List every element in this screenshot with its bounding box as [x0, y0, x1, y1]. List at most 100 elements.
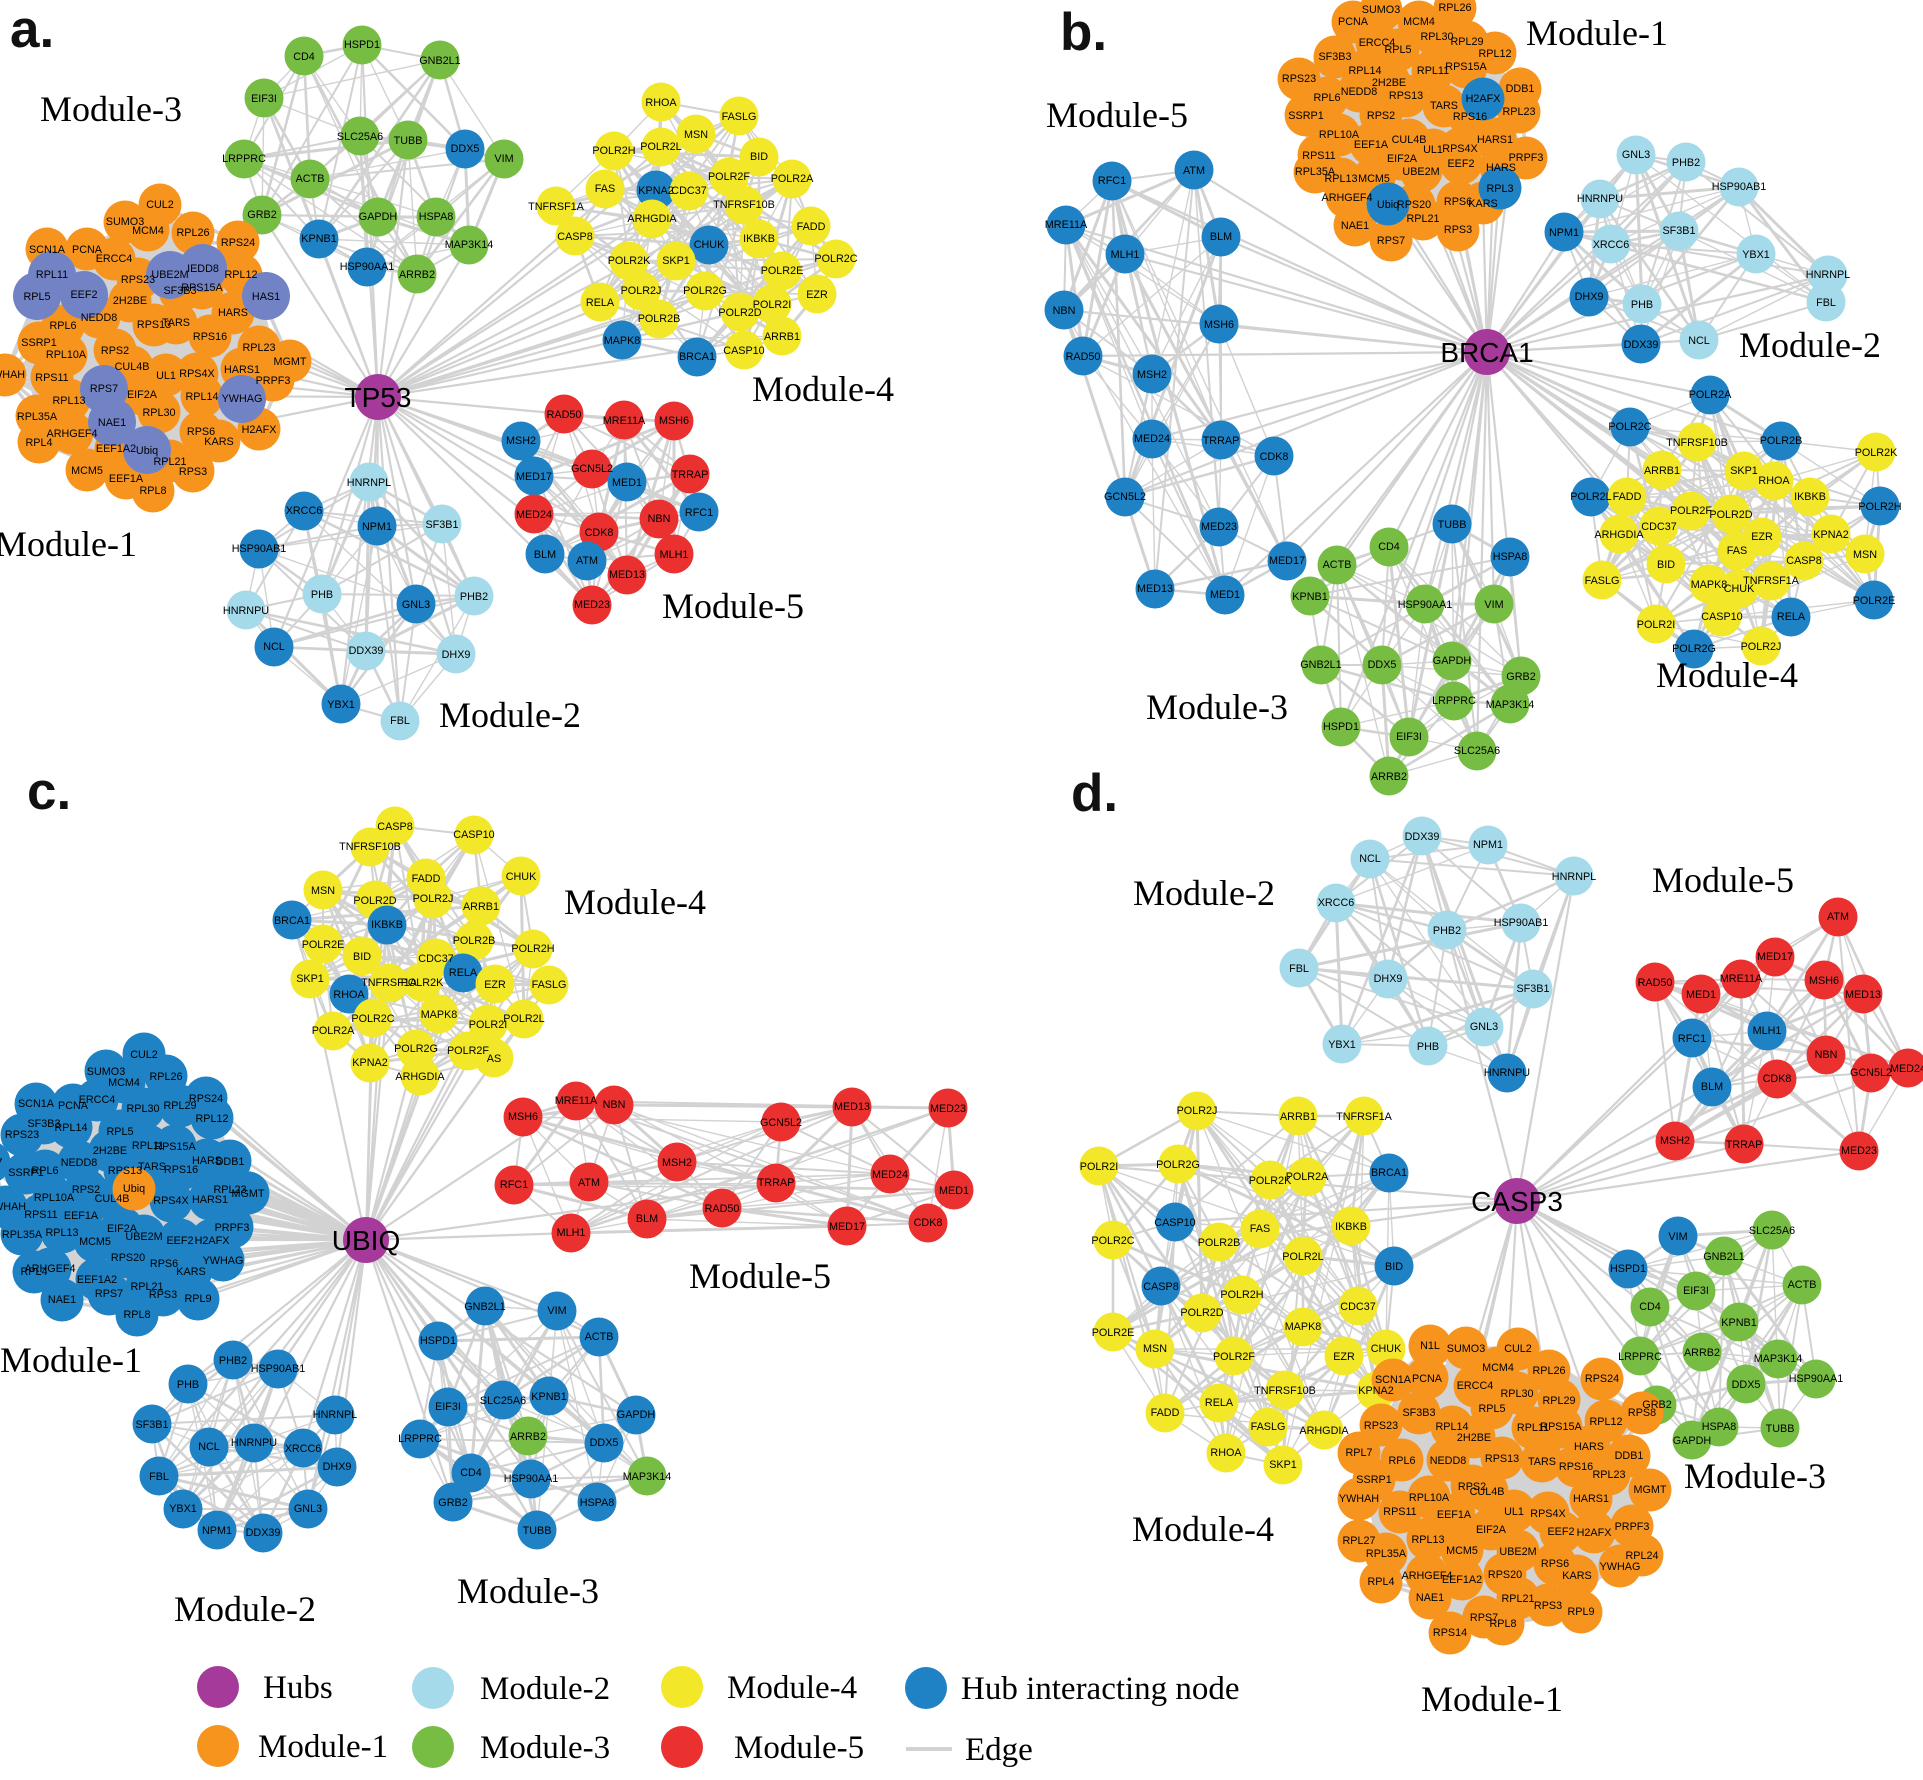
svg-text:CASP10: CASP10: [1701, 611, 1742, 623]
svg-text:SKP1: SKP1: [296, 973, 324, 985]
svg-text:RELA: RELA: [449, 967, 478, 979]
svg-text:d.: d.: [1071, 764, 1118, 823]
svg-text:FASLG: FASLG: [532, 979, 567, 991]
svg-text:MLH1: MLH1: [1111, 249, 1140, 261]
svg-text:RAD50: RAD50: [547, 409, 582, 421]
svg-text:PCNA: PCNA: [58, 1100, 89, 1112]
svg-text:RPL10A: RPL10A: [1319, 129, 1360, 141]
svg-text:POLR2G: POLR2G: [683, 285, 727, 297]
svg-text:RPL5: RPL5: [106, 1126, 133, 1138]
svg-text:RHOA: RHOA: [1758, 475, 1790, 487]
svg-text:RPL12: RPL12: [224, 269, 257, 281]
svg-text:EIF2A: EIF2A: [1476, 1524, 1507, 1536]
svg-text:PCNA: PCNA: [72, 244, 103, 256]
svg-text:YWHAG: YWHAG: [1600, 1561, 1641, 1573]
svg-text:NPM1: NPM1: [202, 1525, 232, 1537]
svg-text:POLR2F: POLR2F: [708, 171, 750, 183]
svg-text:NEDD8: NEDD8: [1430, 1455, 1467, 1467]
svg-text:RPS2: RPS2: [101, 345, 129, 357]
svg-text:POLR2I: POLR2I: [469, 1019, 507, 1031]
svg-text:MCM5: MCM5: [71, 465, 103, 477]
svg-text:EZR: EZR: [484, 979, 506, 991]
svg-text:KPNA2: KPNA2: [638, 185, 673, 197]
svg-text:SF3B1: SF3B1: [1662, 225, 1695, 237]
svg-text:MRE11A: MRE11A: [603, 415, 646, 427]
svg-text:HSPA8: HSPA8: [1702, 1421, 1737, 1433]
svg-text:CASP8: CASP8: [377, 821, 412, 833]
svg-text:MAPK8: MAPK8: [1285, 1321, 1322, 1333]
svg-text:RPS7: RPS7: [95, 1288, 123, 1300]
svg-text:POLR2K: POLR2K: [401, 977, 444, 989]
svg-text:ARHGDIA: ARHGDIA: [1594, 529, 1644, 541]
svg-text:SF3B1: SF3B1: [1516, 983, 1549, 995]
svg-text:BID: BID: [353, 951, 371, 963]
svg-text:RPL10A: RPL10A: [34, 1192, 75, 1204]
svg-text:RPS23: RPS23: [121, 274, 155, 286]
svg-text:RPS4X: RPS4X: [1530, 1508, 1565, 1520]
svg-text:POLR2L: POLR2L: [1282, 1251, 1323, 1263]
svg-text:TNFRSF1A: TNFRSF1A: [1743, 575, 1800, 587]
svg-text:PCNA: PCNA: [1338, 16, 1369, 28]
svg-text:SSRP1: SSRP1: [1288, 110, 1323, 122]
svg-text:FASLG: FASLG: [1585, 575, 1620, 587]
svg-text:RPL12: RPL12: [1589, 1416, 1622, 1428]
svg-text:Ubiq: Ubiq: [123, 1183, 145, 1195]
svg-text:VIM: VIM: [547, 1305, 566, 1317]
svg-text:UBE2M: UBE2M: [1499, 1546, 1536, 1558]
svg-text:SUMO3: SUMO3: [1447, 1343, 1485, 1355]
svg-text:ARRB1: ARRB1: [1644, 465, 1680, 477]
svg-text:RPS4X: RPS4X: [153, 1195, 188, 1207]
svg-text:RPS23: RPS23: [1282, 73, 1316, 85]
svg-text:RPL6: RPL6: [49, 320, 76, 332]
svg-text:EEF2: EEF2: [166, 1235, 193, 1247]
svg-text:Module-3: Module-3: [457, 1571, 599, 1611]
svg-text:CDK8: CDK8: [914, 1217, 943, 1229]
svg-text:N1L: N1L: [1420, 1340, 1440, 1352]
svg-text:DDB1: DDB1: [1615, 1450, 1644, 1462]
svg-text:EIF3I: EIF3I: [1396, 731, 1422, 743]
svg-text:XRCC6: XRCC6: [1318, 897, 1355, 909]
svg-text:CASP10: CASP10: [1154, 1217, 1195, 1229]
svg-text:RPS11: RPS11: [35, 372, 68, 384]
svg-text:PHB: PHB: [1417, 1041, 1439, 1053]
svg-text:EEF1A: EEF1A: [1437, 1509, 1472, 1521]
svg-text:RPL35A: RPL35A: [1366, 1548, 1407, 1560]
svg-text:XRCC6: XRCC6: [286, 505, 323, 517]
svg-text:BRCA1: BRCA1: [1440, 337, 1533, 368]
svg-text:Module-1: Module-1: [1526, 13, 1668, 53]
svg-text:NEDD8: NEDD8: [81, 312, 118, 324]
svg-text:FAS: FAS: [1727, 545, 1747, 557]
svg-text:RPL21: RPL21: [1406, 213, 1439, 225]
svg-text:MED23: MED23: [1201, 521, 1237, 533]
svg-text:FADD: FADD: [412, 873, 441, 885]
svg-text:POLR2G: POLR2G: [1156, 1159, 1200, 1171]
svg-text:PRPF3: PRPF3: [256, 375, 291, 387]
svg-text:MED1: MED1: [1686, 989, 1716, 1001]
svg-text:POLR2A: POLR2A: [312, 1025, 355, 1037]
svg-text:HSPD1: HSPD1: [344, 39, 380, 51]
svg-text:Hubs: Hubs: [263, 1670, 333, 1706]
svg-text:RPL11: RPL11: [1417, 65, 1449, 77]
svg-text:MED24: MED24: [1134, 433, 1170, 445]
svg-text:FASLG: FASLG: [722, 111, 757, 123]
svg-text:MCM5: MCM5: [79, 1236, 111, 1248]
svg-text:CDC37: CDC37: [1340, 1301, 1375, 1313]
svg-text:Module-5: Module-5: [1652, 860, 1794, 900]
svg-text:EEF1A: EEF1A: [109, 473, 144, 485]
svg-text:TP53: TP53: [345, 382, 412, 413]
svg-text:POLR2J: POLR2J: [1177, 1105, 1218, 1117]
svg-text:POLR2D: POLR2D: [1709, 509, 1752, 521]
svg-text:Module-2: Module-2: [1133, 873, 1275, 913]
svg-text:MED24: MED24: [872, 1169, 908, 1181]
svg-text:RPL35A: RPL35A: [17, 411, 58, 423]
svg-text:RHOA: RHOA: [645, 97, 677, 109]
svg-text:RPL8: RPL8: [139, 485, 166, 497]
svg-text:RPS16: RPS16: [193, 331, 227, 343]
svg-text:POLR2H: POLR2H: [511, 943, 554, 955]
svg-text:RPL21: RPL21: [1501, 1593, 1534, 1605]
svg-text:SLC25A6: SLC25A6: [480, 1395, 526, 1407]
svg-text:POLR2A: POLR2A: [1286, 1171, 1329, 1183]
svg-text:TRRAP: TRRAP: [672, 469, 709, 481]
svg-text:c.: c.: [27, 762, 71, 821]
svg-text:EIF2A: EIF2A: [1387, 153, 1418, 165]
